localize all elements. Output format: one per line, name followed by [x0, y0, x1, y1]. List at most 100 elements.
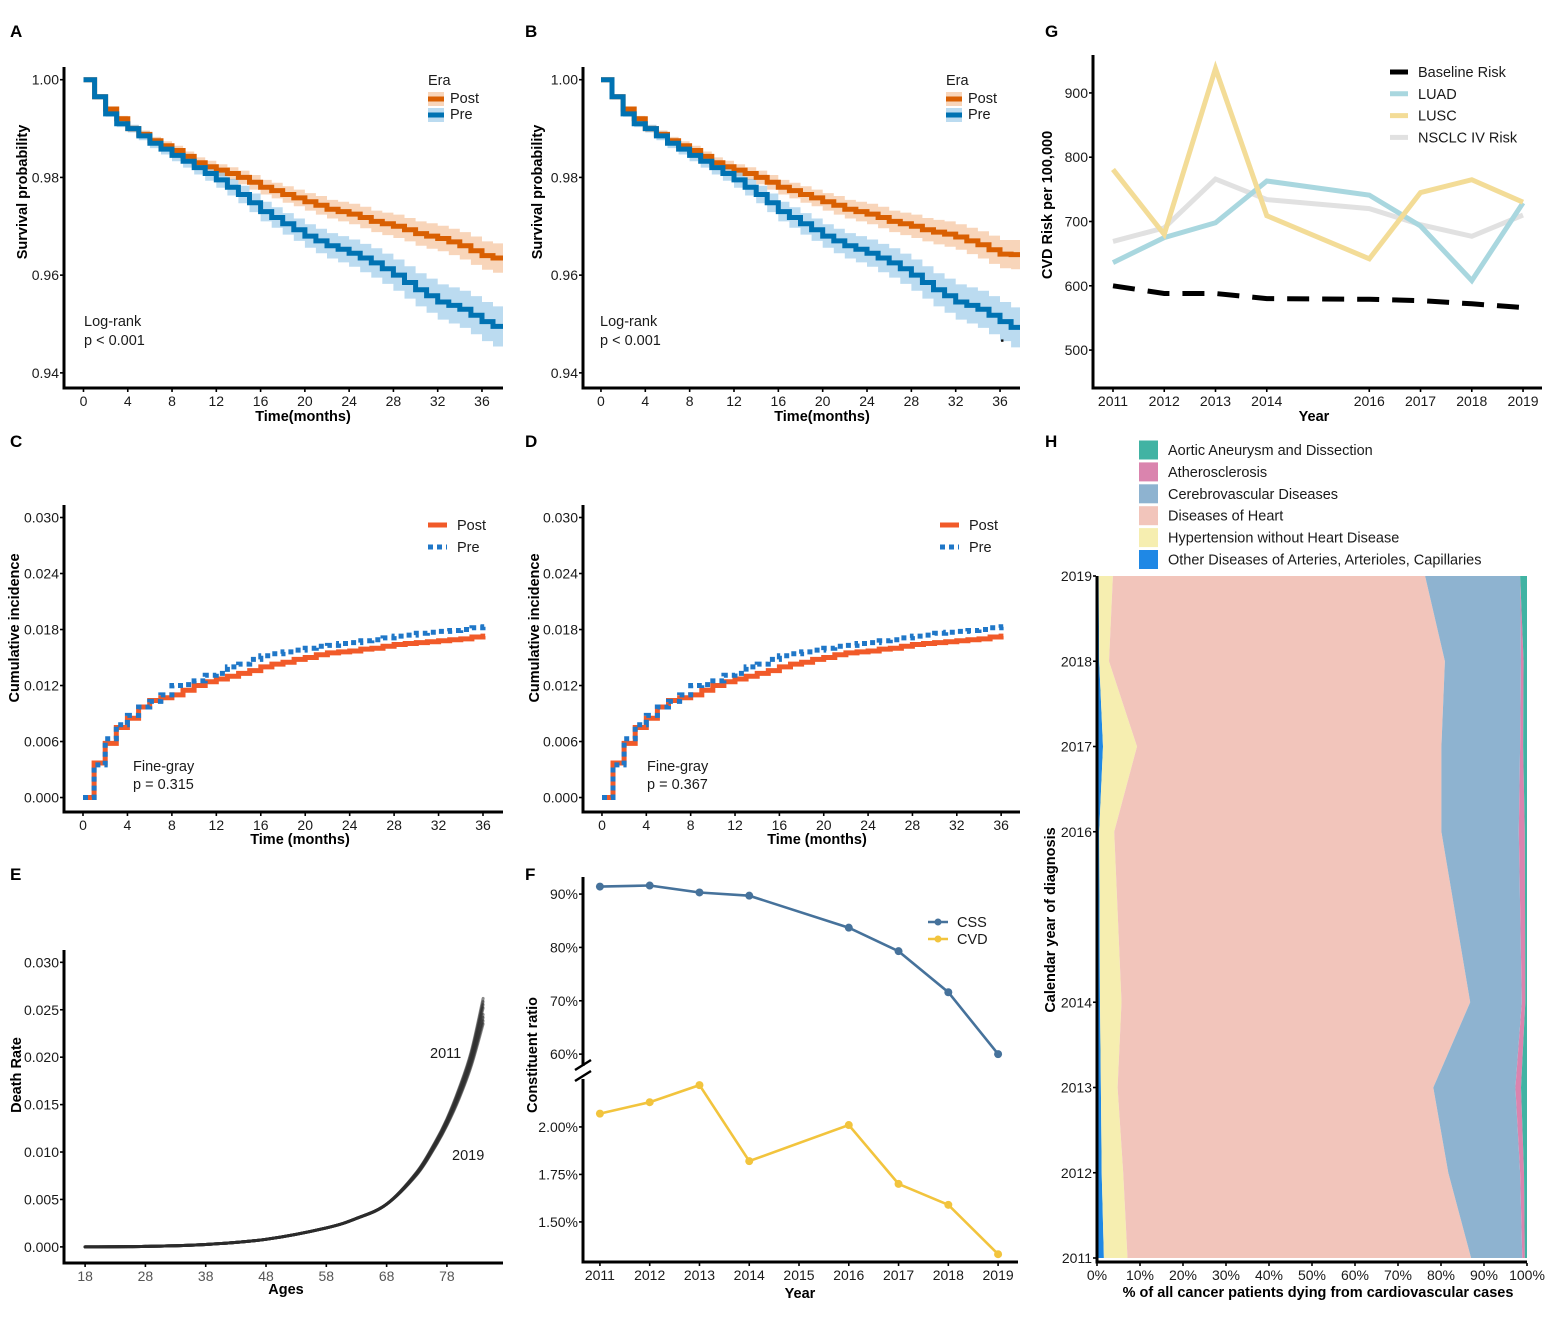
data-point-css	[994, 1050, 1003, 1059]
y-tick-label: 2.00%	[538, 1119, 578, 1135]
legend-title: Era	[946, 73, 970, 89]
x-tick-label: 36	[475, 817, 491, 833]
legend-label: Diseases of Heart	[1168, 509, 1283, 525]
y-tick-label: 0.98	[551, 169, 578, 185]
y-axis-title: Calendar year of diagnosis	[1043, 827, 1059, 1012]
area-cerebrovascular-diseases	[1425, 576, 1523, 1258]
censor-mark	[1001, 339, 1004, 342]
legend-line-key	[428, 112, 444, 118]
panel-h: H % of all cancer patients dying from car…	[1043, 432, 1545, 1301]
x-tick-label: 58	[319, 1268, 335, 1284]
x-tick-label: 16	[253, 393, 269, 409]
x-tick-label: 36	[474, 393, 490, 409]
legend-label: Post	[457, 518, 486, 534]
legend-swatch	[1139, 506, 1158, 526]
panel-letter: A	[10, 22, 22, 41]
legend-item-cvd: CVD	[928, 932, 988, 948]
data-point-css	[894, 947, 903, 956]
y-tick-label: 60%	[550, 1046, 578, 1062]
area-hypertension-without-heart-disease	[1098, 576, 1137, 1258]
x-tick-label: 2014	[734, 1267, 765, 1283]
x-axis-title: Year	[785, 1286, 816, 1302]
panel-letter: F	[525, 865, 535, 884]
legend-item-nsclc-iv-risk: NSCLC IV Risk	[1390, 130, 1518, 146]
x-tick-label: 2016	[1354, 393, 1385, 409]
panel-letter: D	[525, 432, 537, 451]
x-tick-label: 36	[993, 817, 1009, 833]
y-tick-label: 0.006	[543, 734, 578, 750]
y-axis-title: CVD Risk per 100,000	[1040, 131, 1056, 279]
legend-swatch	[1139, 484, 1158, 504]
curve-label-2019: 2019	[452, 1148, 484, 1164]
data-point-cvd	[745, 1157, 754, 1166]
x-tick-label: 12	[726, 393, 742, 409]
x-tick-label: 28	[905, 817, 921, 833]
y-axis-title: Death Rate	[9, 1037, 25, 1113]
y-tick-label: 2019	[1061, 568, 1092, 584]
incidence-curve-pre	[83, 624, 486, 800]
legend-item-pre: Pre	[428, 107, 473, 123]
y-tick-label: 0.94	[32, 365, 59, 381]
legend-item-pre: Pre	[946, 107, 991, 123]
y-tick-label: 700	[1065, 214, 1089, 230]
x-tick-label: 16	[772, 817, 788, 833]
legend-item-hypertension-without-heart-disease: Hypertension without Heart Disease	[1139, 528, 1399, 548]
legend-point-key	[934, 935, 942, 943]
legend: Aortic Aneurysm and Dissection Atheroscle…	[1139, 440, 1482, 569]
x-tick-label: 2016	[833, 1267, 864, 1283]
y-tick-label: 0.030	[24, 954, 59, 970]
data-point-cvd	[645, 1098, 654, 1107]
panel-letter: C	[10, 432, 22, 451]
x-tick-label: 24	[860, 817, 876, 833]
annotation: Log-rank p < 0.001	[84, 314, 145, 349]
y-tick-label: 1.50%	[538, 1214, 578, 1230]
area-aortic-aneurysm-and-dissection	[1520, 576, 1527, 1258]
x-tick-label: 2011	[1098, 393, 1128, 409]
data-point-css	[944, 988, 953, 997]
x-tick-label: 8	[687, 817, 695, 833]
x-axis-title: Time(months)	[255, 409, 351, 425]
y-tick-label: 0.024	[24, 566, 59, 582]
legend-item-cerebrovascular-diseases: Cerebrovascular Diseases	[1139, 484, 1338, 504]
y-tick-label: 0.006	[24, 734, 59, 750]
x-tick-label: 68	[379, 1268, 395, 1284]
panel-g: G Year CVD Risk per 100,000 2011 2012 2013 201…	[1040, 22, 1542, 425]
x-tick-label: 2013	[1200, 393, 1231, 409]
x-tick-label: 2014	[1251, 393, 1282, 409]
x-tick-label: 8	[168, 393, 176, 409]
panel-letter: E	[10, 865, 21, 884]
line-luad	[1111, 178, 1526, 285]
x-tick-label: 2013	[684, 1267, 715, 1283]
legend-item-baseline-risk: Baseline Risk	[1390, 65, 1507, 81]
data-point-css	[844, 923, 853, 932]
y-tick-label: 0.000	[543, 790, 578, 806]
x-tick-label: 78	[439, 1268, 455, 1284]
legend: Post Pre	[940, 518, 998, 556]
legend-item-luad: LUAD	[1390, 87, 1457, 103]
panel-letter: B	[525, 22, 537, 41]
x-tick-label: 2019	[983, 1267, 1014, 1283]
x-tick-label: 24	[341, 393, 357, 409]
y-tick-label: 1.00	[32, 72, 59, 88]
x-tick-label: 0	[79, 817, 87, 833]
panel-d: D Time (months) Cumulative incidence 0 4 8 12 1…	[525, 432, 1020, 848]
legend-item-css: CSS	[928, 915, 987, 931]
x-tick-label: 40%	[1255, 1267, 1283, 1283]
y-tick-label: 0.030	[24, 510, 59, 526]
y-tick-label: 1.75%	[538, 1166, 578, 1182]
x-tick-label: 8	[686, 393, 694, 409]
x-tick-label: 4	[124, 393, 132, 409]
y-tick-label: 2017	[1061, 739, 1092, 755]
legend-label: LUSC	[1418, 109, 1457, 125]
death-rate-curve-2012	[83, 1000, 485, 1249]
test-name-annotation: Fine-gray	[133, 759, 195, 775]
data-point-css	[695, 888, 704, 897]
x-tick-label: 80%	[1427, 1267, 1455, 1283]
x-tick-label: 2017	[1405, 393, 1436, 409]
y-axis-title: Cumulative incidence	[527, 553, 543, 702]
x-tick-label: 20	[816, 817, 832, 833]
data-point-cvd	[994, 1250, 1003, 1259]
y-tick-label: 0.94	[551, 365, 578, 381]
